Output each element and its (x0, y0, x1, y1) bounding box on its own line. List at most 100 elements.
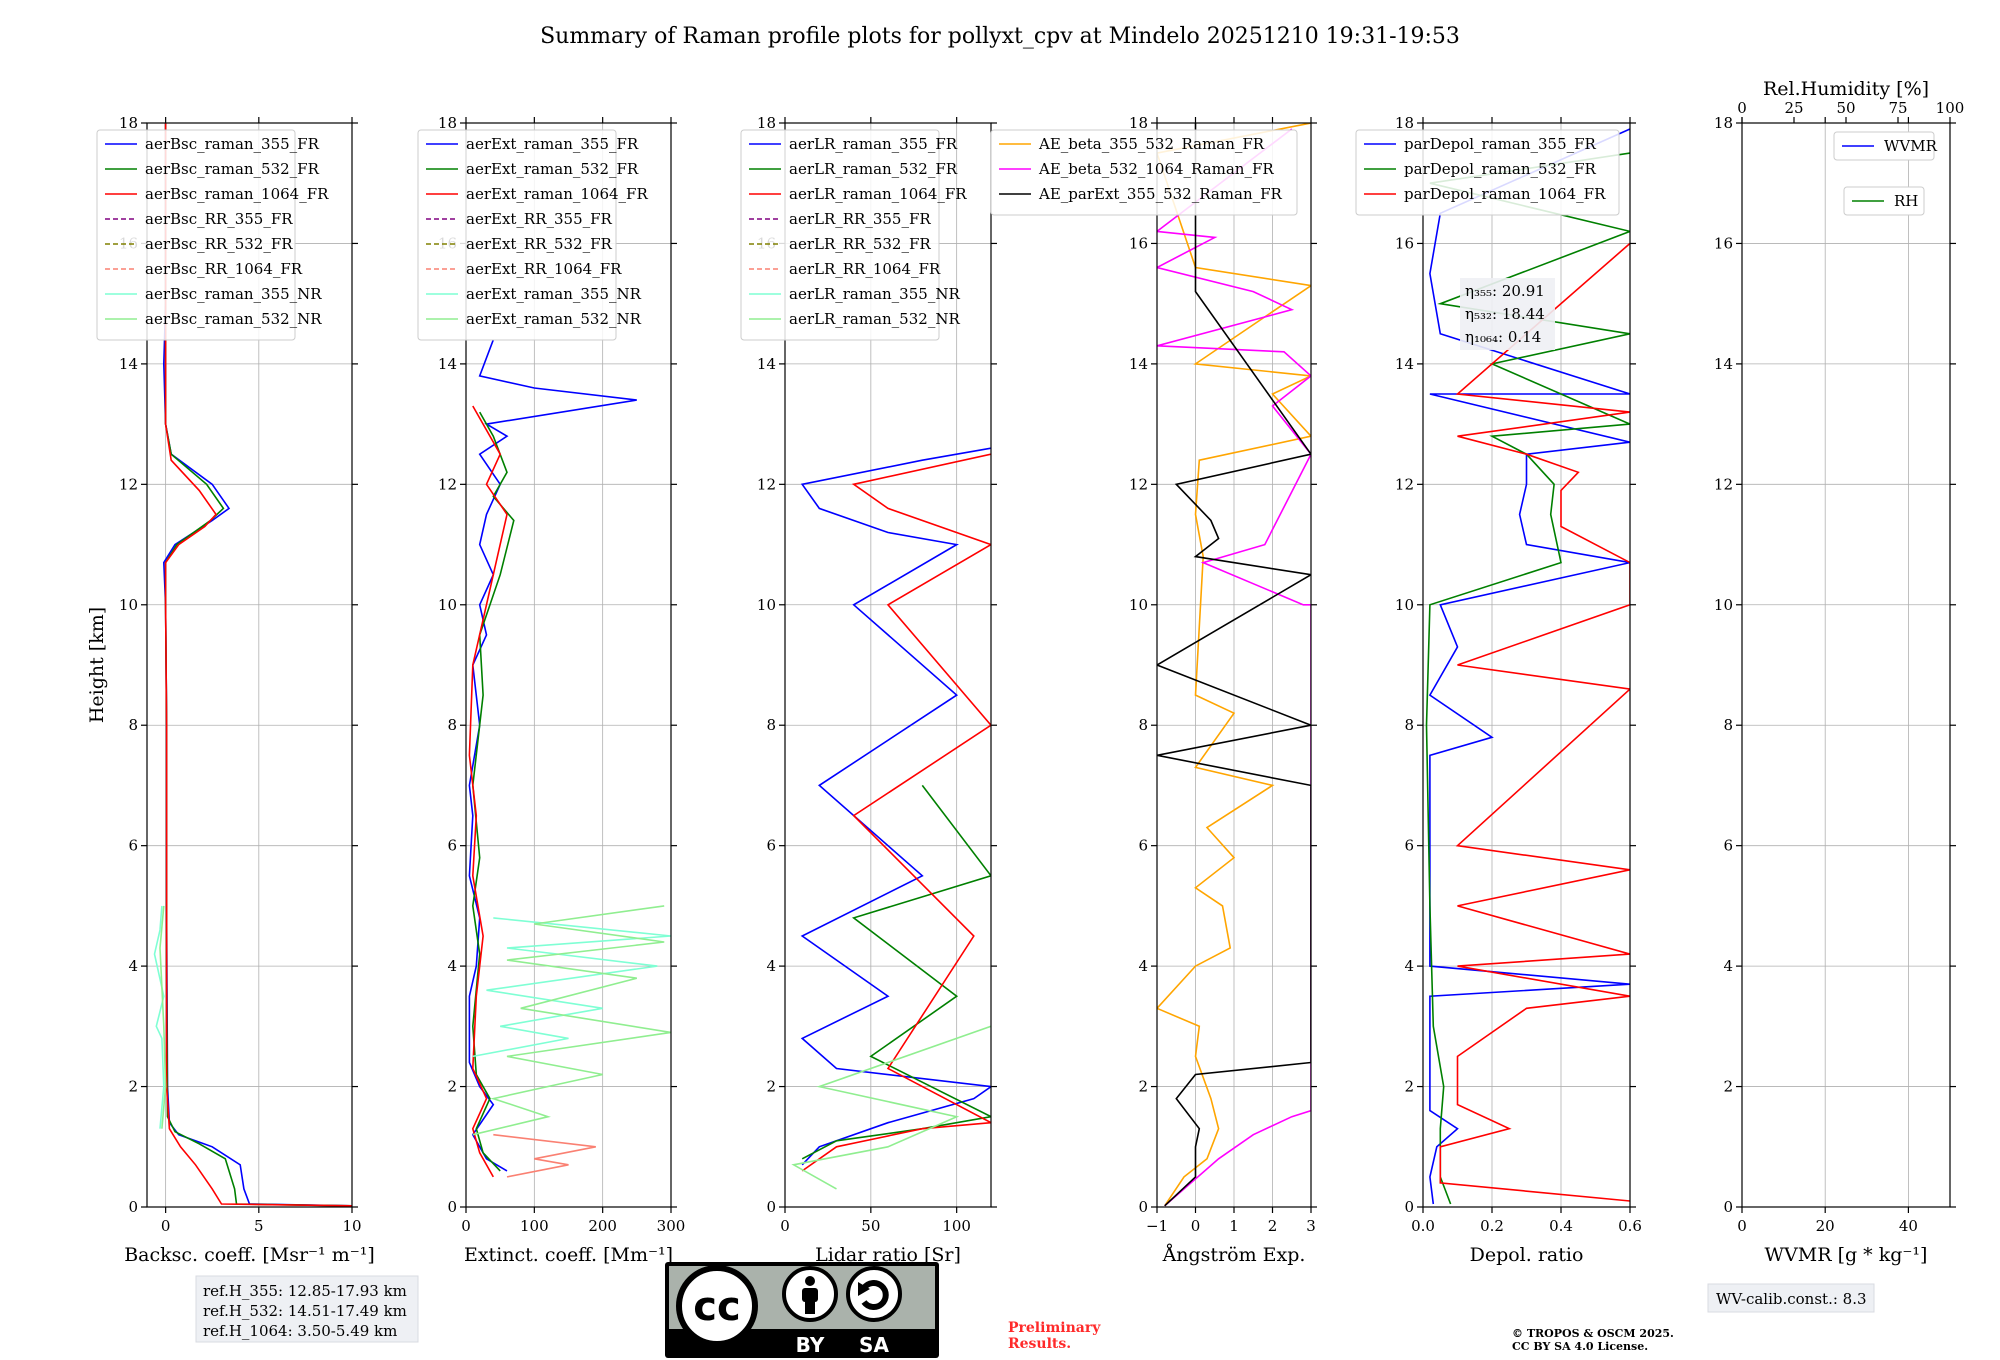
y-tick-label: 10 (1395, 596, 1414, 614)
y-tick-label: 12 (1129, 475, 1148, 493)
y-tick-label: 4 (128, 957, 138, 975)
y-tick-label: 6 (1723, 837, 1733, 855)
panel-ext: 0246810121416180100200300Extinct. coeff.… (417, 114, 685, 1266)
x-tick-label: −1 (1146, 1217, 1168, 1235)
eta-label: η₃₅₅: 20.91 (1465, 282, 1545, 300)
wv-calib-box: WV-calib.const.: 8.3 (1707, 1283, 1875, 1313)
y-tick-label: 14 (757, 355, 776, 373)
y-tick-label: 18 (1129, 114, 1148, 132)
y-tick-label: 4 (766, 957, 776, 975)
x-tick-label: 10 (342, 1217, 361, 1235)
y-tick-label: 2 (1404, 1078, 1414, 1096)
legend: aerLR_raman_355_FR aerLR_raman_532_FR aerL… (740, 129, 967, 341)
series-aerExt_RR_1064_FR (493, 1133, 596, 1178)
y-tick-label: 10 (757, 596, 776, 614)
legend: AE_beta_355_532_Raman_FR AE_beta_532_1064… (990, 129, 1298, 216)
figure-title: Summary of Raman profile plots for polly… (540, 24, 1460, 49)
x-tick-label: 20 (1816, 1217, 1835, 1235)
preliminary-line2: Results. (1008, 1336, 1071, 1352)
y-tick-label: 10 (438, 596, 457, 614)
y-tick-label: 6 (128, 837, 138, 855)
panel-bsc: 0246810121416180510Backsc. coeff. [Msr⁻¹… (86, 114, 375, 1266)
y-tick-label: 0 (128, 1198, 138, 1216)
panel-lr: 024681012141618050100Lidar ratio [Sr]aer… (740, 114, 997, 1266)
top-x-tick-label: 100 (1936, 99, 1965, 117)
legend-box (96, 129, 296, 341)
y-tick-label: 0 (766, 1198, 776, 1216)
x-tick-label: 200 (588, 1217, 617, 1235)
y-tick-label: 0 (1723, 1198, 1733, 1216)
legend-label: aerBsc_RR_355_FR (145, 210, 293, 228)
y-tick-label: 6 (447, 837, 457, 855)
x-axis-label: Backsc. coeff. [Msr⁻¹ m⁻¹] (124, 1244, 375, 1266)
legend-label: RH (1894, 192, 1918, 210)
top-x-axis-label: Rel.Humidity [%] (1763, 78, 1929, 100)
y-tick-label: 4 (1404, 957, 1414, 975)
ref-height-1064: ref.H_1064: 3.50-5.49 km (203, 1322, 397, 1340)
series-parDepol_raman_355_FR (1428, 128, 1630, 1205)
y-tick-label: 8 (1723, 716, 1733, 734)
series-aerLR_raman_1064_FR (801, 453, 991, 1172)
series-parDepol_raman_1064_FR (1439, 242, 1630, 1202)
series-AE_beta_355_532_Raman_FR (1157, 123, 1311, 1207)
x-tick-label: 100 (942, 1217, 971, 1235)
series-aerLR_raman_355_FR (800, 447, 991, 1166)
legend-box (1833, 131, 1935, 161)
copyright-line1: © TROPOS & OSCM 2025. (1512, 1327, 1674, 1340)
x-tick-label: 0 (461, 1217, 471, 1235)
y-tick-label: 2 (128, 1078, 138, 1096)
preliminary-line1: Preliminary (1008, 1320, 1101, 1336)
legend-label: AE_beta_355_532_Raman_FR (1038, 135, 1265, 153)
legend-label: aerLR_RR_355_FR (789, 210, 931, 228)
legend-label: aerExt_RR_1064_FR (466, 260, 622, 278)
y-tick-label: 12 (1714, 475, 1733, 493)
x-axis-label: Depol. ratio (1470, 1244, 1584, 1266)
x-axis-label: Ångström Exp. (1162, 1244, 1306, 1266)
series-aerBsc_raman_1064_FR (164, 123, 352, 1207)
y-tick-label: 0 (447, 1198, 457, 1216)
y-tick-label: 6 (766, 837, 776, 855)
legend-label: aerExt_raman_532_FR (466, 160, 639, 178)
legend-box (740, 129, 940, 341)
y-tick-label: 18 (757, 114, 776, 132)
x-tick-label: 0 (1191, 1217, 1201, 1235)
y-tick-label: 6 (1138, 837, 1148, 855)
legend-label: aerBsc_raman_532_FR (145, 160, 320, 178)
y-tick-label: 14 (438, 355, 457, 373)
legend-label: parDepol_raman_1064_FR (1404, 185, 1606, 203)
y-tick-label: 4 (447, 957, 457, 975)
legend-label: aerLR_raman_532_FR (789, 160, 958, 178)
legend-box (990, 129, 1298, 216)
y-tick-label: 14 (1714, 355, 1733, 373)
legend-label: WVMR (1884, 137, 1938, 155)
panel-depol: 0 2 4 6 8 10 12 14 16 18 0.0 0.2 0.4 0.6 Depol. ratio p… (1355, 114, 1642, 1266)
legend-label: parDepol_raman_355_FR (1404, 135, 1597, 153)
plot-frame (1422, 122, 1631, 1208)
series-aerExt_raman_532_NR (472, 905, 671, 1136)
y-tick-label: 8 (766, 716, 776, 734)
y-tick-label: 8 (1404, 716, 1414, 734)
y-axis-label: Height [km] (86, 607, 108, 723)
legend-label: aerLR_raman_355_NR (789, 285, 960, 303)
y-tick-label: 12 (1395, 475, 1414, 493)
y-tick-label: 2 (1138, 1078, 1148, 1096)
y-tick-label: 14 (1395, 355, 1414, 373)
top-x-tick-label: 50 (1836, 99, 1855, 117)
y-tick-label: 8 (128, 716, 138, 734)
eta-label: η₁₀₆₄: 0.14 (1465, 328, 1541, 346)
y-tick-label: 10 (1129, 596, 1148, 614)
eta-box-bg (1460, 278, 1555, 350)
y-tick-label: 2 (447, 1078, 457, 1096)
legend-label: aerExt_RR_355_FR (466, 210, 613, 228)
wv-calib-text: WV-calib.const.: 8.3 (1716, 1290, 1867, 1308)
x-tick-label: 0.6 (1618, 1217, 1642, 1235)
y-tick-label: 18 (1395, 114, 1414, 132)
legend-label: aerLR_RR_1064_FR (789, 260, 941, 278)
legend-label: aerBsc_raman_532_NR (145, 310, 322, 328)
legend: WVMR RH (1833, 131, 1938, 216)
series-aerExt_raman_1064_FR (468, 405, 508, 1178)
ref-heights-box: ref.H_355: 12.85-17.93 km ref.H_532: 14.… (195, 1275, 419, 1343)
legend-label: aerBsc_RR_1064_FR (145, 260, 303, 278)
